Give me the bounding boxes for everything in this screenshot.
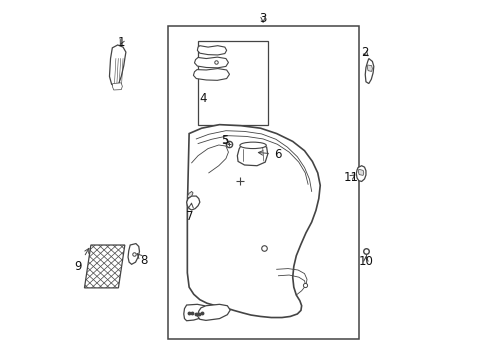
Text: 10: 10 [358,255,373,268]
Ellipse shape [240,142,266,149]
Bar [198,41,267,125]
Text: 6: 6 [258,148,281,161]
Text: 2: 2 [361,46,368,59]
Polygon shape [365,59,373,84]
Polygon shape [366,65,372,71]
Polygon shape [187,192,193,198]
Polygon shape [197,304,230,320]
Polygon shape [112,83,122,90]
Polygon shape [358,169,363,175]
Polygon shape [84,245,124,288]
Text: 5: 5 [221,134,228,147]
Text: 11: 11 [344,171,358,184]
Text: 4: 4 [199,92,206,105]
Polygon shape [183,304,206,321]
Polygon shape [194,57,228,68]
Polygon shape [193,68,229,80]
Text: 9: 9 [75,248,89,273]
Polygon shape [197,46,226,55]
Polygon shape [187,125,320,318]
Bar [167,26,358,339]
Polygon shape [186,196,200,210]
Text: 7: 7 [186,203,194,223]
Polygon shape [109,45,125,87]
Text: 8: 8 [137,254,147,267]
Polygon shape [356,166,365,181]
Polygon shape [128,244,139,264]
Text: 1: 1 [117,36,125,49]
Polygon shape [237,144,267,166]
Text: 3: 3 [259,12,266,25]
